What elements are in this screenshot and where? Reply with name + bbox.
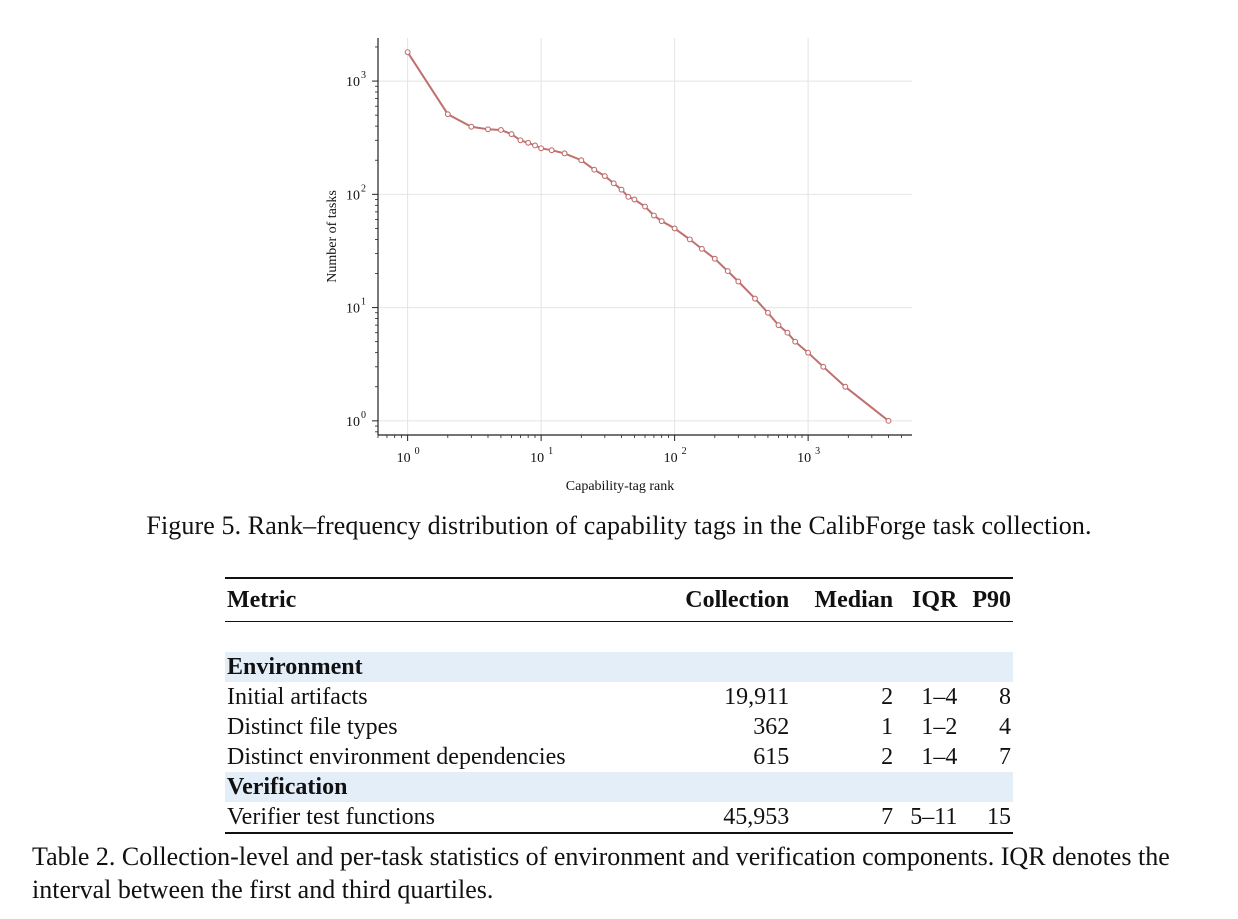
data-point xyxy=(784,329,791,336)
section-label: Environment xyxy=(225,652,1013,682)
x-tick-label: 10 xyxy=(797,451,811,466)
data-point xyxy=(561,150,568,157)
header-p90: P90 xyxy=(972,587,1011,613)
header-median: Median xyxy=(814,587,894,613)
table-row: Distinct file types 362 1 1–2 4 xyxy=(225,712,1013,742)
data-point xyxy=(548,147,555,154)
section-row-verification: Verification xyxy=(225,772,1013,802)
data-point xyxy=(508,131,515,138)
table-row: Distinct environment dependencies 615 2 … xyxy=(225,742,1013,772)
iqr-cell: 1–4 xyxy=(921,684,958,710)
x-tick-exponent: 0 xyxy=(415,446,420,457)
x-tick-label: 10 xyxy=(664,451,678,466)
data-point xyxy=(578,157,585,164)
iqr-cell: 1–4 xyxy=(921,744,958,770)
collection-cell: 615 xyxy=(753,744,790,770)
data-point xyxy=(497,127,504,133)
data-point xyxy=(775,322,782,329)
x-tick-exponent: 2 xyxy=(682,446,687,457)
data-point xyxy=(820,363,827,370)
y-tick-exponent: 3 xyxy=(361,70,366,81)
data-point xyxy=(591,166,598,173)
collection-cell: 19,911 xyxy=(724,684,790,710)
header-collection: Collection xyxy=(685,587,790,613)
iqr-cell: 1–2 xyxy=(921,714,958,740)
y-tick-label: 10 xyxy=(346,188,360,203)
x-axis-label: Capability-tag rank xyxy=(566,479,674,494)
iqr-cell: 5–11 xyxy=(910,804,958,830)
p90-cell: 7 xyxy=(999,744,1011,770)
data-point xyxy=(724,268,731,275)
table-row: Initial artifacts 19,911 2 1–4 8 xyxy=(225,682,1013,712)
y-tick-label: 10 xyxy=(346,415,360,430)
x-tick-exponent: 1 xyxy=(548,446,553,457)
p90-cell: 15 xyxy=(987,804,1011,830)
metric-cell: Verifier test functions xyxy=(227,804,435,830)
data-point xyxy=(404,49,411,56)
data-point xyxy=(650,212,657,219)
data-point xyxy=(517,137,524,144)
y-tick-exponent: 1 xyxy=(361,297,366,308)
p90-cell: 8 xyxy=(999,684,1011,710)
data-point xyxy=(698,245,705,252)
y-axis-label: Number of tasks xyxy=(325,190,340,283)
data-point xyxy=(468,123,475,130)
metric-cell: Initial artifacts xyxy=(227,684,368,710)
table-header-row: Metric Collection Median IQR P90 xyxy=(225,578,1013,622)
y-tick-label: 10 xyxy=(346,302,360,317)
median-cell: 7 xyxy=(881,804,894,830)
median-cell: 2 xyxy=(881,684,894,710)
section-row-environment: Environment xyxy=(225,652,1013,682)
x-tick-exponent: 3 xyxy=(815,446,820,457)
data-point xyxy=(805,349,812,356)
median-cell: 1 xyxy=(881,714,894,740)
data-point xyxy=(444,111,451,118)
y-tick-exponent: 0 xyxy=(361,410,366,421)
data-point xyxy=(485,126,491,133)
figure-caption: Figure 5. Rank–frequency distribution of… xyxy=(146,511,1092,540)
data-point xyxy=(686,236,693,243)
data-point xyxy=(658,218,665,225)
x-tick-label: 10 xyxy=(397,451,411,466)
table-caption: Table 2. Collection-level and per-task s… xyxy=(32,842,1170,904)
data-point xyxy=(752,295,758,302)
metric-cell: Distinct file types xyxy=(227,714,398,740)
data-point xyxy=(538,145,545,152)
metric-cell: Distinct environment dependencies xyxy=(227,744,566,770)
data-point xyxy=(631,196,638,203)
y-tick-label: 10 xyxy=(346,75,360,90)
statistics-table: Metric Collection Median IQR P90 Environ… xyxy=(225,577,1013,834)
data-point xyxy=(764,309,771,316)
data-point xyxy=(618,186,625,193)
median-cell: 2 xyxy=(881,744,894,770)
data-point xyxy=(792,338,799,345)
section-label: Verification xyxy=(225,772,1013,802)
collection-cell: 45,953 xyxy=(723,804,790,830)
data-point xyxy=(625,193,632,200)
data-point xyxy=(601,173,608,179)
y-tick-exponent: 2 xyxy=(361,183,366,194)
series-line xyxy=(406,51,890,422)
table-row: Verifier test functions 45,953 7 5–11 15 xyxy=(225,802,1013,833)
x-tick-label: 10 xyxy=(530,451,544,466)
data-point xyxy=(525,139,532,146)
data-point xyxy=(842,383,849,390)
data-point xyxy=(735,278,742,285)
header-metric: Metric xyxy=(227,587,297,613)
data-point xyxy=(642,203,648,210)
collection-cell: 362 xyxy=(753,714,790,740)
data-point xyxy=(711,255,718,262)
header-iqr: IQR xyxy=(912,587,958,613)
p90-cell: 4 xyxy=(999,714,1011,740)
data-point xyxy=(885,417,892,424)
data-point xyxy=(532,142,538,149)
data-point xyxy=(610,180,617,187)
data-point xyxy=(671,225,678,232)
